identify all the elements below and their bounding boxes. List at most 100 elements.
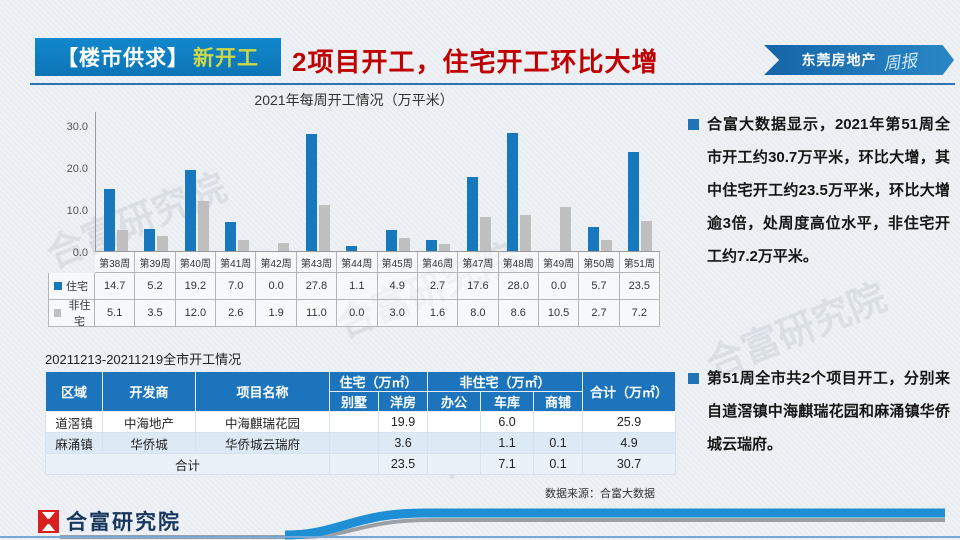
section-banner: 【楼市供求】 新开工 [35, 38, 281, 76]
brand-logo-icon [38, 509, 59, 533]
y-axis-tick: 20.0 [66, 163, 88, 175]
chart-bar-group [539, 112, 579, 251]
chart-bar-group [579, 112, 619, 251]
legend-非住宅: 非住宅 [48, 300, 95, 328]
cell-region: 道滘镇 [45, 411, 103, 433]
bar-非住宅 [399, 238, 411, 251]
chart-bar-group [338, 112, 378, 251]
data-value: 5.7 [579, 273, 620, 300]
week-label: 第46周 [417, 252, 459, 273]
col-header-office: 办公 [427, 391, 482, 412]
bullet-square-icon [688, 373, 699, 384]
ribbon-script-text: 周报 [881, 50, 918, 74]
col-header-project: 项目名称 [195, 371, 330, 412]
cell-developer: 中海地产 [102, 411, 196, 433]
footer-brand-name: 合富研究院 [66, 511, 181, 534]
chart-data-row-residential: 住宅 14.7 5.2 19.2 7.0 0.0 27.8 1.1 4.9 2.7 17.6 28.0… [48, 273, 660, 300]
data-value: 0.0 [337, 300, 378, 327]
chart-plot [95, 112, 660, 252]
week-label: 第48周 [498, 252, 539, 273]
data-value: 0.0 [256, 273, 297, 300]
cell-house: 19.9 [377, 411, 429, 433]
project-table-title: 20211213-20211219全市开工情况 [45, 352, 242, 367]
col-header-shop: 商铺 [533, 391, 584, 412]
week-label: 第49周 [538, 252, 580, 273]
data-value: 3.0 [377, 300, 418, 327]
y-axis-tick: 0.0 [72, 247, 88, 259]
data-value: 28.0 [498, 273, 539, 300]
bar-住宅 [627, 152, 639, 251]
bar-住宅 [466, 177, 478, 251]
chart-plot-area: 30.0 20.0 10.0 0.0 [48, 112, 660, 259]
cell-total: 30.7 [582, 453, 677, 475]
cell-total: 4.9 [582, 432, 677, 454]
chart-bar-group [499, 112, 539, 251]
bar-非住宅 [560, 206, 572, 251]
bar-住宅 [506, 133, 518, 251]
cell-villa [329, 432, 379, 454]
week-label: 第44周 [337, 252, 378, 273]
cell-shop: 0.1 [533, 432, 584, 454]
col-header-villa: 别墅 [329, 391, 379, 412]
table-row: 麻涌镇 华侨城 华侨城云瑞府 3.6 1.1 0.1 4.9 [45, 432, 677, 454]
cell-region: 麻涌镇 [45, 432, 103, 454]
cell-shop: 0.1 [533, 453, 584, 475]
cell-shop [533, 411, 584, 433]
data-value: 27.8 [296, 273, 338, 300]
bar-非住宅 [439, 244, 451, 251]
chart-bar-group [297, 112, 337, 251]
cell-villa [329, 453, 379, 475]
bullet-square-icon [688, 119, 699, 130]
bar-非住宅 [237, 240, 249, 251]
cell-garage: 6.0 [480, 411, 535, 433]
data-value: 1.9 [256, 300, 297, 327]
data-value: 4.9 [377, 273, 418, 300]
bar-非住宅 [600, 239, 612, 251]
col-header-developer: 开发商 [102, 371, 196, 412]
data-value: 5.2 [135, 273, 176, 300]
data-value: 0.0 [538, 273, 580, 300]
page-title: 2项目开工，住宅开工环比大增 [292, 47, 659, 77]
chart-bar-group [418, 112, 458, 251]
header-divider [30, 83, 955, 85]
data-value: 1.1 [337, 273, 378, 300]
week-label: 第40周 [175, 252, 217, 273]
weekly-starts-chart: 2021年每周开工情况（万平米） 30.0 20.0 10.0 0.0 第38周 第39… [48, 90, 660, 328]
brand-ribbon: 东莞房地产 周报 [764, 45, 954, 75]
section-banner-sublabel: 新开工 [193, 47, 259, 70]
cell-developer: 华侨城 [102, 432, 196, 454]
legend-key-icon [54, 282, 62, 290]
cell-total-label: 合计 [45, 453, 330, 475]
legend-key-icon [54, 309, 62, 317]
data-value: 1.6 [417, 300, 459, 327]
data-value: 7.2 [619, 300, 660, 327]
week-label: 第50周 [579, 252, 620, 273]
data-value: 8.6 [498, 300, 539, 327]
bar-住宅 [587, 227, 599, 251]
data-value: 2.6 [216, 300, 257, 327]
week-label: 第51周 [619, 252, 660, 273]
chart-data-row-nonresidential: 非住宅 5.1 3.5 12.0 2.6 1.9 11.0 0.0 3.0 1.6 8.0 8.6 10… [48, 300, 660, 328]
week-label: 第47周 [458, 252, 499, 273]
week-label: 第43周 [296, 252, 338, 273]
summary-text-2: 第51周全市共2个项目开工，分别来自道滘镇中海麒瑞花园和麻涌镇华侨城云瑞府。 [707, 370, 950, 453]
bar-非住宅 [117, 229, 129, 251]
cell-office [427, 453, 482, 475]
data-value: 10.5 [538, 300, 580, 327]
table-row: 道滘镇 中海地产 中海麒瑞花园 19.9 6.0 25.9 [45, 411, 677, 433]
data-value: 12.0 [175, 300, 217, 327]
col-header-total: 合计（万㎡） [582, 371, 677, 412]
cell-office [427, 432, 482, 454]
data-value: 11.0 [296, 300, 338, 327]
chart-x-axis-row: 第38周 第39周 第40周 第41周 第42周 第43周 第44周 第45周 第46周 第47周… [48, 252, 660, 273]
chart-bar-group [177, 112, 217, 251]
data-value: 3.5 [135, 300, 176, 327]
bar-非住宅 [519, 214, 531, 251]
data-source-note: 数据来源：合富大数据 [545, 488, 655, 500]
chart-bar-group [459, 112, 499, 251]
bar-住宅 [224, 221, 236, 251]
bar-非住宅 [640, 220, 652, 251]
col-header-region: 区域 [45, 371, 103, 412]
section-banner-label: 【楼市供求】 [57, 47, 189, 70]
